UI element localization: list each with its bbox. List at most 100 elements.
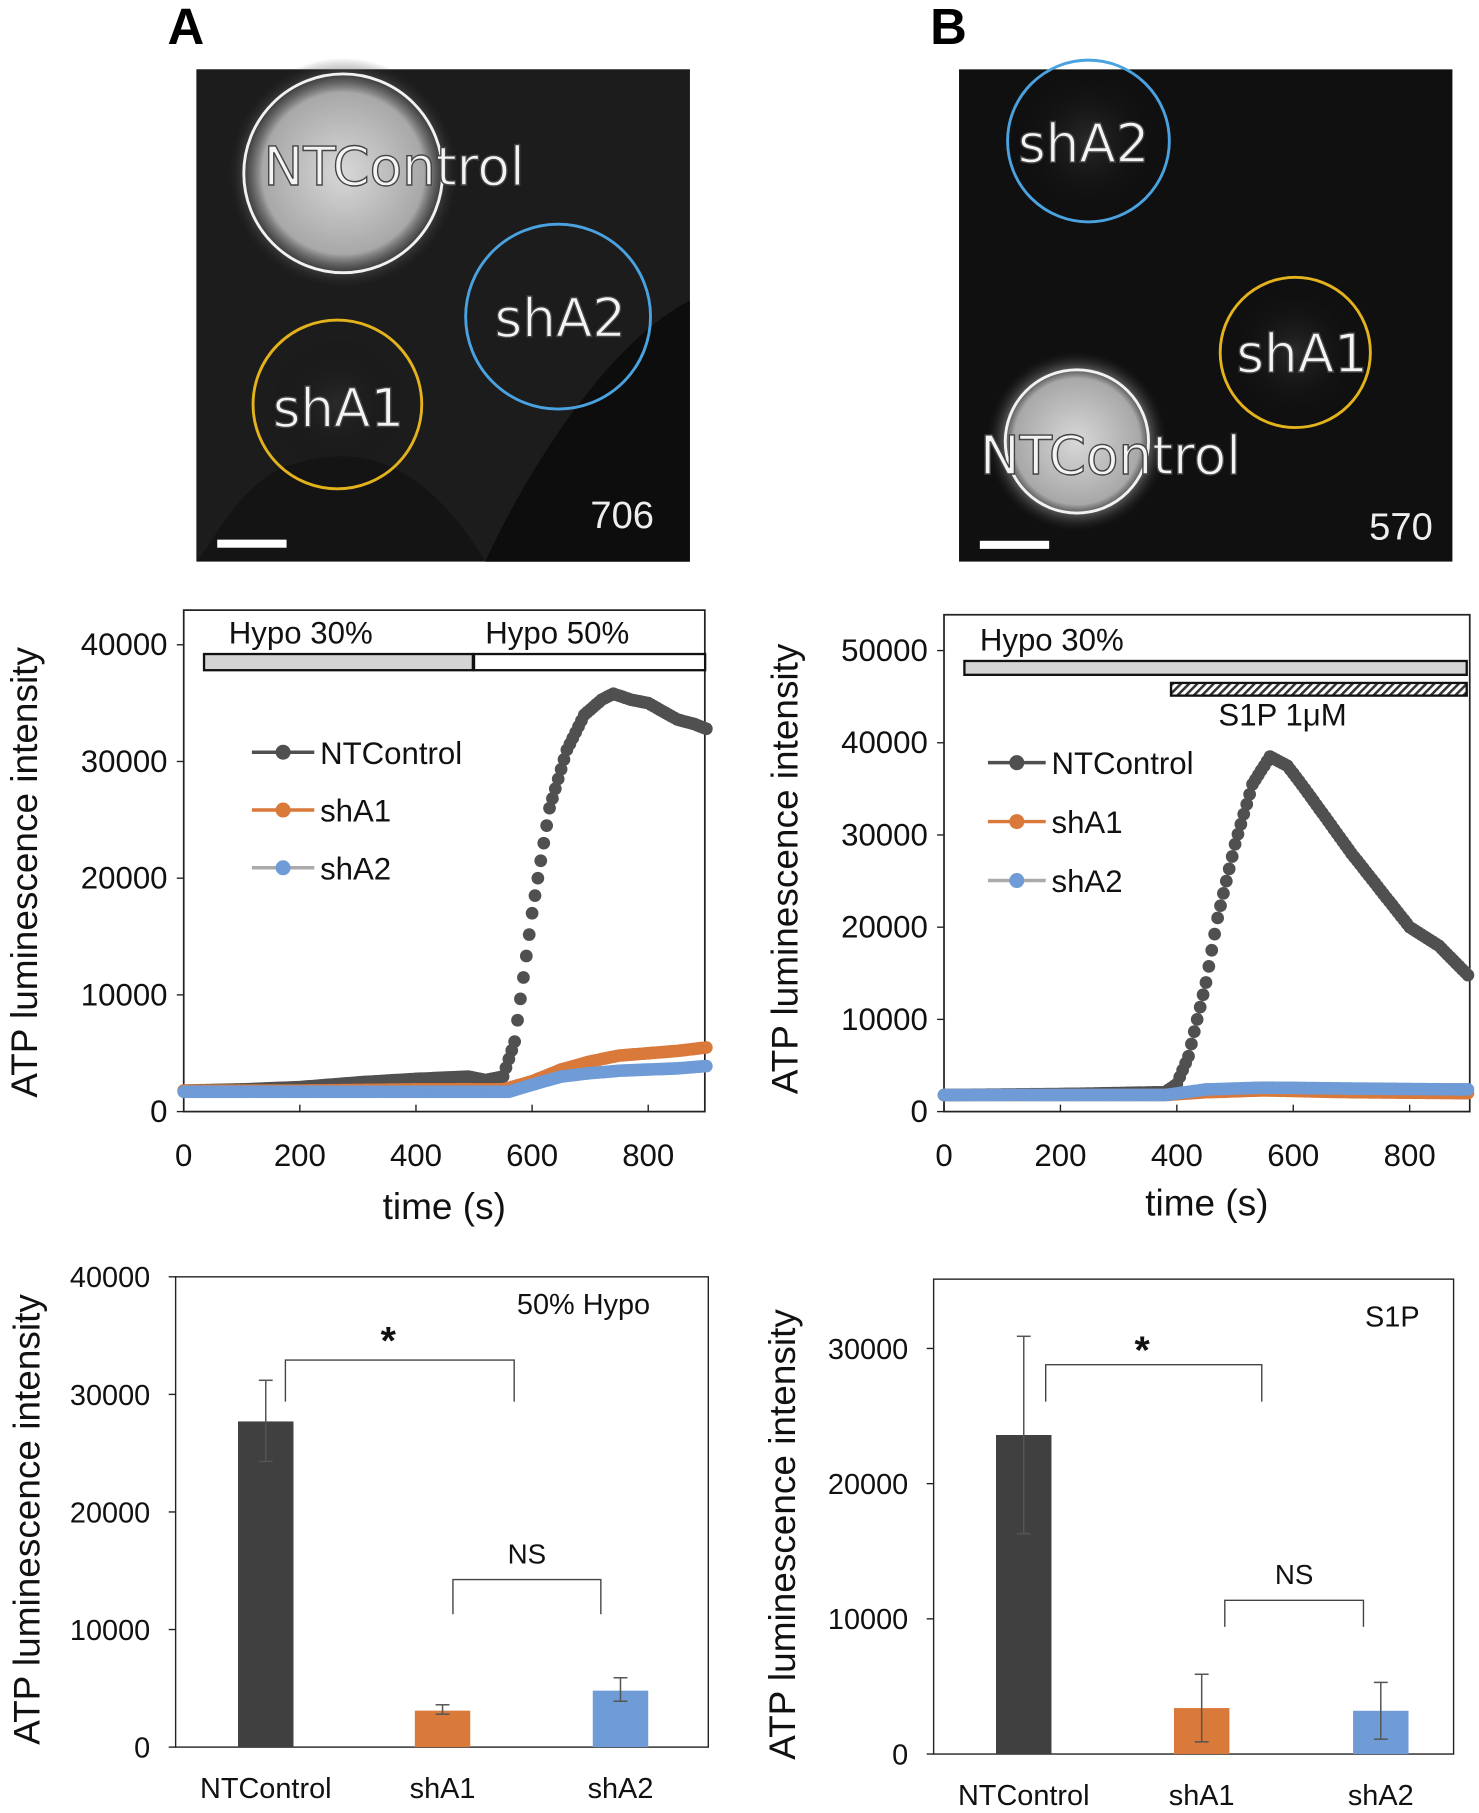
legend-label: NTControl [320, 736, 462, 771]
data-point [546, 792, 559, 805]
x-tick-label: 200 [274, 1138, 326, 1173]
y-tick-label: 40000 [81, 627, 168, 662]
data-point [1231, 827, 1245, 841]
roi-circle-sha1 [251, 318, 424, 491]
legend-marker [275, 860, 291, 876]
y-tick-label: 10000 [81, 977, 168, 1012]
significance-label: NS [508, 1538, 547, 1569]
x-tick-label: 600 [506, 1138, 558, 1173]
data-point [525, 906, 539, 920]
data-point [1243, 787, 1256, 801]
stimulus-bar [472, 652, 707, 672]
data-point [508, 1035, 522, 1048]
roi-label: shA2 [495, 287, 627, 349]
data-point [699, 1059, 713, 1073]
line-chart-b: 0 10000 20000 30000 40000 50000 0 200 400 600 800 t… [764, 613, 1475, 1224]
y-tick-label: 40000 [841, 725, 928, 760]
data-point [517, 971, 530, 984]
y-tick-label: 20000 [841, 910, 928, 945]
roi-label: shA1 [1236, 323, 1368, 385]
y-tick-label: 30000 [70, 1380, 150, 1412]
series-sha2 [937, 1081, 1475, 1102]
y-axis-title: ATP luminescence intensity [764, 643, 805, 1094]
data-point [540, 819, 554, 832]
y-tick-label: 20000 [70, 1497, 150, 1529]
y-tick-label: 10000 [841, 1002, 928, 1037]
series-sha2 [177, 1059, 713, 1099]
x-tick-label: 0 [175, 1138, 192, 1173]
panel-label-b: B [930, 0, 967, 55]
panel-label-a: A [168, 0, 205, 55]
x-tick-label: 800 [622, 1138, 674, 1173]
legend-label: NTControl [1051, 746, 1193, 781]
plot-area [182, 609, 706, 1113]
significance-bracket [1224, 1599, 1365, 1627]
microscope-image-a: NTControl shA2 shA1 706 [196, 57, 690, 562]
stimulus-bar [202, 652, 475, 672]
data-point [1190, 1013, 1204, 1026]
legend-marker [1009, 872, 1025, 889]
legend-marker [1009, 755, 1025, 771]
data-point [548, 782, 562, 796]
legend-label: shA1 [320, 794, 391, 829]
legend-marker [1009, 814, 1025, 830]
data-point [1193, 1000, 1207, 1014]
data-point [1199, 976, 1213, 989]
y-tick-label: 0 [892, 1739, 908, 1771]
data-point [1234, 817, 1248, 831]
y-axis-title: ATP luminescence intensity [6, 1294, 47, 1745]
x-category-label: shA1 [410, 1773, 476, 1805]
stimulus-label: Hypo 30% [229, 616, 373, 651]
y-tick-label: 0 [134, 1733, 150, 1765]
x-tick-label: 200 [1034, 1138, 1086, 1173]
data-point [1214, 899, 1227, 913]
scale-bar [217, 539, 287, 548]
y-tick-label: 0 [150, 1094, 167, 1129]
data-point [514, 992, 527, 1006]
y-tick-label: 30000 [828, 1334, 908, 1366]
line-chart-a: 0 10000 20000 30000 40000 0 200 400 600 800 time (… [4, 609, 713, 1227]
y-tick-label: 40000 [70, 1262, 150, 1294]
data-point [519, 949, 533, 963]
data-point [557, 753, 571, 766]
data-point [537, 836, 551, 850]
bar-sha1 [414, 1710, 471, 1748]
bar-chart-b: 0 10000 20000 30000 ATP luminescence intensi… [762, 1278, 1455, 1812]
frame-number: 706 [590, 494, 654, 537]
roi-circle-ntcontrol [242, 72, 444, 275]
roi-label: NTControl [980, 425, 1241, 487]
bar-chart-a: 0 10000 20000 30000 40000 ATP luminescence in… [6, 1262, 709, 1805]
roi-circle-sha1 [1218, 275, 1372, 430]
roi-circle-sha2 [464, 222, 652, 411]
x-tick-label: 0 [935, 1138, 952, 1173]
data-point [1217, 886, 1230, 900]
data-point [1240, 797, 1254, 811]
y-tick-label: 20000 [828, 1469, 908, 1501]
y-tick-label: 30000 [81, 744, 168, 779]
stimulus-label: Hypo 30% [980, 623, 1124, 658]
frame-number: 570 [1369, 506, 1433, 549]
x-axis-title: time (s) [1145, 1183, 1268, 1224]
legend-marker [275, 744, 291, 760]
x-category-label: NTControl [200, 1773, 332, 1805]
significance-label: NS [1275, 1559, 1314, 1590]
data-point [1225, 850, 1239, 863]
chart-title: 50% Hypo [517, 1289, 650, 1321]
y-tick-label: 20000 [81, 861, 168, 896]
roi-circle-ntcontrol [1003, 368, 1150, 515]
data-point [699, 722, 713, 736]
data-point [1211, 911, 1224, 925]
roi-label: shA2 [1018, 113, 1150, 175]
legend-label: shA2 [320, 851, 391, 886]
data-point [554, 762, 568, 776]
significance-bracket [452, 1578, 602, 1615]
data-point [1461, 1083, 1475, 1096]
data-point [1185, 1037, 1198, 1051]
data-point [1187, 1025, 1201, 1038]
legend-marker [275, 802, 291, 818]
x-tick-label: 600 [1267, 1138, 1319, 1173]
y-axis-title: ATP luminescence intensity [4, 647, 45, 1098]
y-tick-label: 0 [910, 1094, 927, 1129]
stimulus-bar [1169, 681, 1468, 697]
roi-circle-sha2 [1006, 58, 1171, 224]
